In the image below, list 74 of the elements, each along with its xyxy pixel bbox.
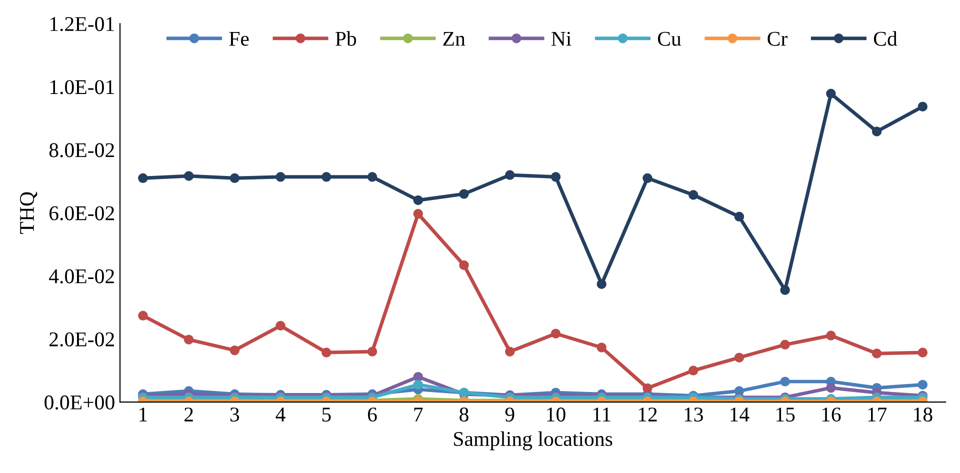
legend-label: Fe [229, 32, 249, 46]
point [276, 172, 286, 182]
y-tick-label: 1.2E-01 [50, 17, 114, 32]
legend-label: Ni [551, 32, 572, 46]
point [918, 348, 928, 358]
x-tick-label: 13 [684, 408, 703, 422]
point [413, 208, 423, 219]
y-axis-title: THQ [20, 192, 38, 234]
point [322, 348, 332, 358]
y-tick-label: 1.0E-01 [50, 80, 114, 94]
y-tick-label: 0.0E+00 [44, 395, 114, 410]
legend-label: Cd [874, 31, 898, 46]
point [872, 348, 882, 358]
point [550, 172, 561, 182]
x-tick-label: 2 [184, 408, 193, 422]
point [184, 171, 194, 181]
point [826, 88, 836, 99]
x-tick-label: 4 [276, 408, 286, 422]
point [138, 310, 148, 321]
legend-label: Pb [335, 31, 356, 46]
y-tick-label: 8.0E-02 [49, 143, 114, 158]
point [688, 190, 698, 200]
point [550, 328, 561, 338]
x-tick-label: 14 [730, 408, 750, 422]
point [413, 372, 423, 382]
x-tick-label: 11 [593, 408, 610, 422]
x-tick-label: 12 [638, 408, 657, 422]
point [505, 346, 515, 356]
point [138, 173, 148, 184]
point [459, 189, 469, 199]
y-tick-label: 2.0E-02 [50, 332, 114, 347]
point [642, 173, 652, 184]
legend-label: Cr [768, 32, 788, 46]
point [459, 260, 469, 270]
point [230, 345, 240, 356]
point [780, 340, 790, 350]
x-tick-label: 3 [230, 408, 240, 422]
point [367, 346, 378, 356]
x-tick-label: 5 [322, 408, 331, 422]
legend-label: Zn [443, 32, 466, 46]
y-tick-label: 6.0E-02 [50, 206, 114, 220]
x-tick-label: 10 [547, 408, 566, 422]
point [276, 320, 286, 331]
x-tick-label: 7 [414, 408, 423, 422]
x-tick-label: 15 [776, 408, 795, 422]
point [918, 102, 928, 112]
point [826, 383, 836, 393]
point [184, 334, 194, 344]
point [413, 380, 423, 390]
point [596, 279, 606, 289]
point [230, 173, 240, 184]
x-tick-label: 18 [914, 408, 932, 422]
x-tick-label: 17 [868, 408, 887, 422]
x-tick-label: 16 [822, 408, 841, 422]
point [780, 285, 790, 295]
point [596, 342, 606, 352]
x-tick-label: 8 [460, 408, 468, 422]
x-tick-label: 9 [505, 408, 514, 422]
x-axis-title: Sampling locations [454, 431, 612, 450]
x-tick-label: 6 [368, 408, 377, 422]
point [826, 330, 836, 340]
point [872, 126, 882, 136]
x-tick-label: 1 [140, 408, 147, 422]
point [367, 172, 378, 182]
point [734, 352, 744, 362]
legend-label: Cu [658, 32, 682, 46]
point [413, 195, 423, 206]
y-tick-label: 4.0E-02 [49, 269, 114, 284]
point [688, 366, 698, 376]
point [505, 170, 515, 180]
point [780, 376, 790, 386]
point [918, 380, 928, 390]
point [734, 212, 744, 222]
point [322, 172, 332, 182]
